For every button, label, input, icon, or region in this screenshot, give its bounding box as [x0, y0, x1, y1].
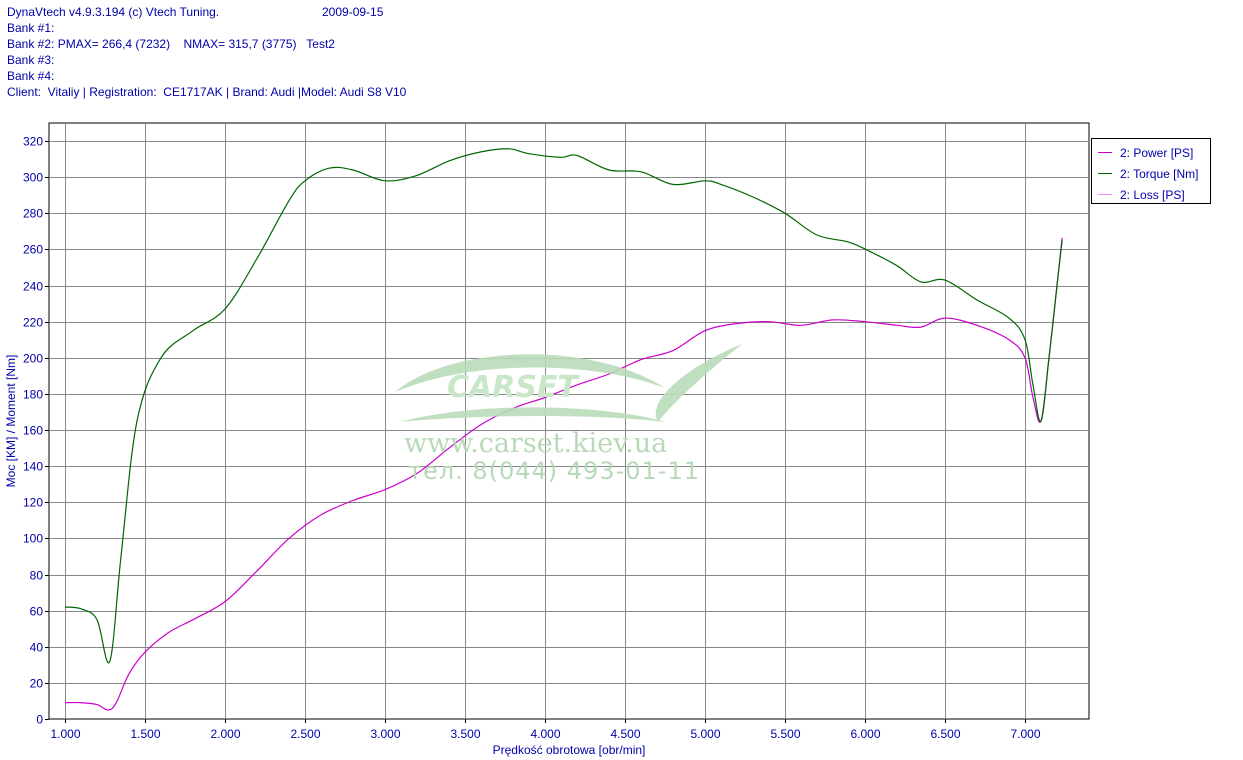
plot-area	[48, 122, 1090, 720]
bank3-line: Bank #3:	[7, 53, 55, 67]
chart-legend: 2: Power [PS] 2: Torque [Nm] 2: Loss [PS…	[1091, 138, 1211, 204]
bank2-line: Bank #2: PMAX= 266,4 (7232) NMAX= 315,7 …	[7, 37, 335, 51]
bank4-line: Bank #4:	[7, 69, 55, 83]
legend-item-power: 2: Power [PS]	[1098, 142, 1204, 163]
x-axis-label: Prędkość obrotowa [obr/min]	[493, 743, 646, 757]
watermark-phone: тел. 8(044) 493-01-11	[408, 457, 700, 485]
x-tick-label: 4.000	[530, 727, 560, 741]
y-axis-label: Moc [KM] / Moment [Nm]	[4, 355, 18, 488]
x-tick-label: 6.500	[930, 727, 960, 741]
y-tick-label: 200	[23, 352, 43, 366]
watermark-brand: CARSET	[447, 370, 578, 405]
y-tick-label: 80	[30, 569, 44, 583]
y-tick-label: 60	[30, 605, 44, 619]
legend-item-loss: 2: Loss [PS]	[1098, 184, 1204, 205]
x-tick-label: 5.000	[690, 727, 720, 741]
x-tick-label: 1.500	[130, 727, 160, 741]
legend-label-loss: 2: Loss [PS]	[1120, 187, 1185, 202]
legend-swatch-loss	[1098, 194, 1112, 195]
watermark-url: www.carset.kiev.ua	[404, 428, 668, 459]
y-tick-label: 320	[23, 135, 43, 149]
x-tick-label: 6.000	[850, 727, 880, 741]
x-tick-label: 1.000	[50, 727, 80, 741]
x-tick-label: 3.000	[370, 727, 400, 741]
y-tick-label: 40	[30, 641, 44, 655]
y-tick-label: 140	[23, 460, 43, 474]
x-tick-label: 7.000	[1010, 727, 1040, 741]
y-tick-label: 260	[23, 243, 43, 257]
y-tick-label: 280	[23, 207, 43, 221]
y-tick-label: 240	[23, 280, 43, 294]
y-tick-label: 180	[23, 388, 43, 402]
legend-swatch-torque	[1098, 173, 1112, 174]
x-tick-label: 4.500	[610, 727, 640, 741]
report-header: DynaVtech v4.9.3.194 (c) Vtech Tuning. B…	[7, 4, 406, 100]
y-tick-label: 120	[23, 496, 43, 510]
y-tick-label: 220	[23, 316, 43, 330]
series-line-torque	[64, 148, 1063, 664]
x-tick-label: 5.500	[770, 727, 800, 741]
y-tick-label: 20	[30, 677, 44, 691]
x-tick-label: 3.500	[450, 727, 480, 741]
x-tick-label: 2.500	[290, 727, 320, 741]
y-tick-label: 100	[23, 532, 43, 546]
bank1-line: Bank #1:	[7, 21, 55, 35]
client-line: Client: Vitaliy | Registration: CE1717AK…	[7, 85, 407, 99]
legend-label-torque: 2: Torque [Nm]	[1120, 166, 1199, 181]
legend-swatch-power	[1098, 152, 1112, 153]
legend-item-torque: 2: Torque [Nm]	[1098, 163, 1204, 184]
report-date: 2009-09-15	[322, 5, 384, 19]
y-tick-label: 300	[23, 171, 43, 185]
y-tick-label: 160	[23, 424, 43, 438]
y-tick-label: 0	[36, 713, 43, 727]
x-tick-label: 2.000	[210, 727, 240, 741]
legend-label-power: 2: Power [PS]	[1120, 145, 1194, 160]
app-version-line: DynaVtech v4.9.3.194 (c) Vtech Tuning.	[7, 5, 220, 19]
